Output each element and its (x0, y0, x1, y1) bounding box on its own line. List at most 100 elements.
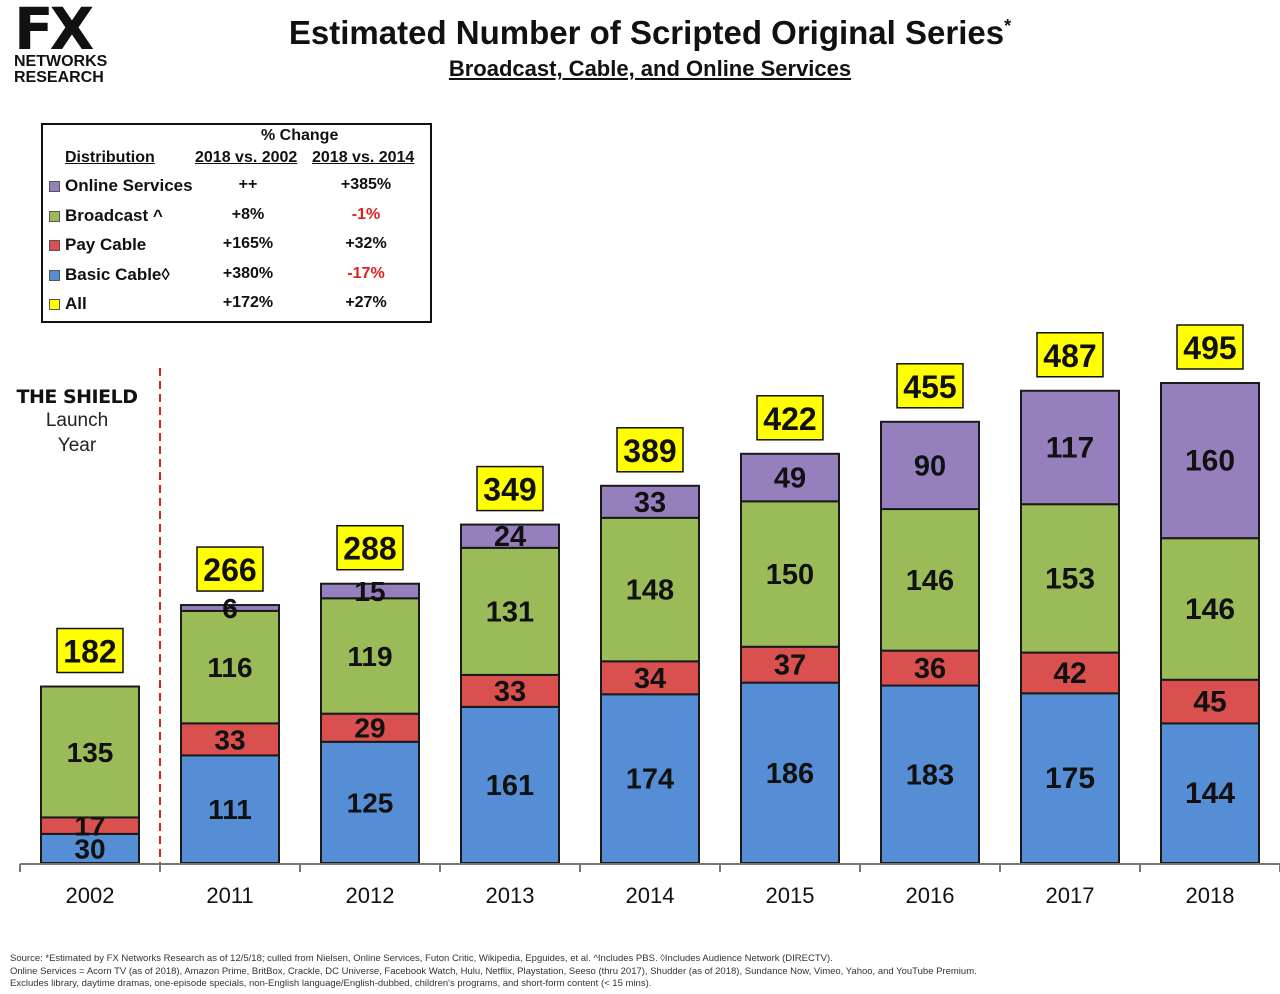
bar-segment (740, 681, 840, 864)
bar-segment (320, 582, 420, 600)
legend-col-a-header: 2018 vs. 2002 (195, 149, 298, 166)
bar-segment-label: 15 (354, 576, 385, 607)
legend-change-2002: ++ (238, 176, 258, 193)
total-label: 266 (203, 552, 256, 588)
legend-row: All +172% +27% (43, 292, 430, 318)
bar-segment (320, 597, 420, 715)
x-tick-label: 2018 (1186, 883, 1235, 908)
annotation-line-1: Launch (45, 410, 109, 431)
legend-label: Broadcast ^ (65, 205, 163, 225)
bar-segment-label: 119 (347, 641, 392, 672)
legend-swatch (49, 240, 60, 251)
legend-label: Online Services (65, 176, 193, 195)
source-footnote: Source: *Estimated by FX Networks Resear… (10, 953, 1270, 991)
legend-row: Online Services ++ +385% (43, 174, 430, 200)
bar-segment (740, 452, 840, 503)
bar-segment (740, 645, 840, 684)
bar-segment-label: 33 (214, 724, 245, 755)
title-footnote-mark: * (1004, 16, 1012, 36)
bar-segment (600, 516, 700, 663)
bar-segment (180, 604, 280, 612)
legend-change-2002: +165% (222, 235, 274, 252)
legend-change-2014: -17% (347, 264, 385, 282)
bar-segment (1020, 651, 1120, 695)
bar-segment-label: 183 (906, 759, 954, 791)
legend-row: Pay Cable +165% +32% (43, 233, 430, 259)
legend-change-2014: +385% (340, 176, 392, 193)
bar-segment-label: 49 (774, 463, 806, 495)
annotation-title: THE SHIELD (16, 386, 138, 408)
bar-segment-label: 161 (486, 770, 534, 802)
legend-label: All (65, 294, 87, 313)
bar-segment (600, 484, 700, 519)
bar-segment-label: 36 (914, 653, 946, 685)
bar-segment-label: 33 (634, 487, 666, 519)
bar-segment-label: 117 (1046, 431, 1094, 464)
total-label: 487 (1043, 338, 1096, 374)
legend-col-b-header: 2018 vs. 2014 (312, 149, 415, 166)
total-label: 455 (903, 369, 956, 405)
bar-segment-label: 45 (1193, 686, 1226, 719)
total-box (1036, 332, 1104, 378)
logo-line-1: NETWORKS (14, 53, 108, 70)
bar-segment-label: 146 (906, 565, 954, 597)
legend-change-2002: +8% (231, 205, 265, 223)
legend-swatch (49, 181, 60, 192)
legend-row: Basic Cable◊ +380% -17% (43, 263, 430, 289)
bar-segment (1160, 381, 1260, 540)
bar-segment (460, 523, 560, 549)
bar-segment-label: 111 (208, 794, 252, 825)
bar-segment-label: 153 (1045, 562, 1095, 595)
bar-segment-label: 6 (222, 593, 238, 624)
bar-segment (600, 660, 700, 696)
x-tick-label: 2014 (626, 883, 675, 908)
total-label: 182 (63, 634, 116, 670)
bar-segment (880, 649, 980, 687)
bar-segment (1020, 503, 1120, 654)
total-label: 422 (763, 401, 816, 437)
legend-change-2002: +172% (222, 294, 274, 311)
legend-row: Broadcast ^ +8% -1% (43, 204, 430, 230)
total-label: 288 (343, 531, 396, 567)
chart-title: Estimated Number of Scripted Original Se… (230, 14, 1070, 52)
x-tick-label: 2011 (206, 883, 253, 908)
footnote-line-1: Source: *Estimated by FX Networks Resear… (10, 953, 833, 964)
bar-segment-label: 160 (1185, 445, 1235, 478)
legend-swatch (49, 299, 60, 310)
the-shield-annotation: THE SHIELD Launch Year (4, 386, 150, 458)
bar-segment-label: 186 (766, 758, 814, 790)
total-box (336, 524, 404, 571)
footnote-line-2: Online Services = Acorn TV (as of 2018),… (10, 965, 977, 977)
bar-segment-label: 146 (1185, 593, 1235, 626)
bar-segment-label: 150 (766, 559, 814, 591)
bar-segment-label: 30 (74, 833, 105, 864)
x-tick-label: 2016 (906, 883, 955, 908)
bar-segment-label: 24 (494, 521, 526, 553)
legend-change-2014: -1% (351, 205, 381, 223)
bar-segment-label: 116 (207, 652, 252, 683)
chart-title-text: Estimated Number of Scripted Original Se… (288, 14, 1005, 51)
legend-label: Pay Cable (65, 235, 147, 254)
legend-pct-change-header: % Change (261, 127, 339, 144)
x-tick-label: 2015 (766, 883, 815, 908)
total-box (616, 427, 684, 473)
legend-table: % Change Distribution 2018 vs. 2002 2018… (41, 123, 432, 323)
legend-label: Basic Cable◊ (65, 264, 170, 284)
legend-change-2014: +27% (345, 294, 387, 311)
annotation-line-2: Year (57, 435, 97, 456)
total-label: 389 (623, 433, 676, 469)
bar-segment-label: 175 (1045, 762, 1095, 795)
chart-subtitle: Broadcast, Cable, and Online Services (448, 56, 852, 81)
bar-segment-label: 174 (626, 764, 674, 796)
legend-change-2002: +380% (222, 264, 274, 282)
bar-segment-label: 131 (486, 596, 534, 628)
legend-swatch (49, 210, 60, 222)
bar-segment-label: 42 (1053, 657, 1086, 690)
legend-change-2014: +32% (345, 235, 387, 252)
bar-segment (460, 546, 560, 676)
total-box (896, 363, 964, 409)
bar-segment (880, 684, 980, 865)
bar-segment-label: 135 (67, 737, 114, 768)
footnote-line-3: Excludes library, daytime dramas, one-ep… (10, 978, 652, 989)
